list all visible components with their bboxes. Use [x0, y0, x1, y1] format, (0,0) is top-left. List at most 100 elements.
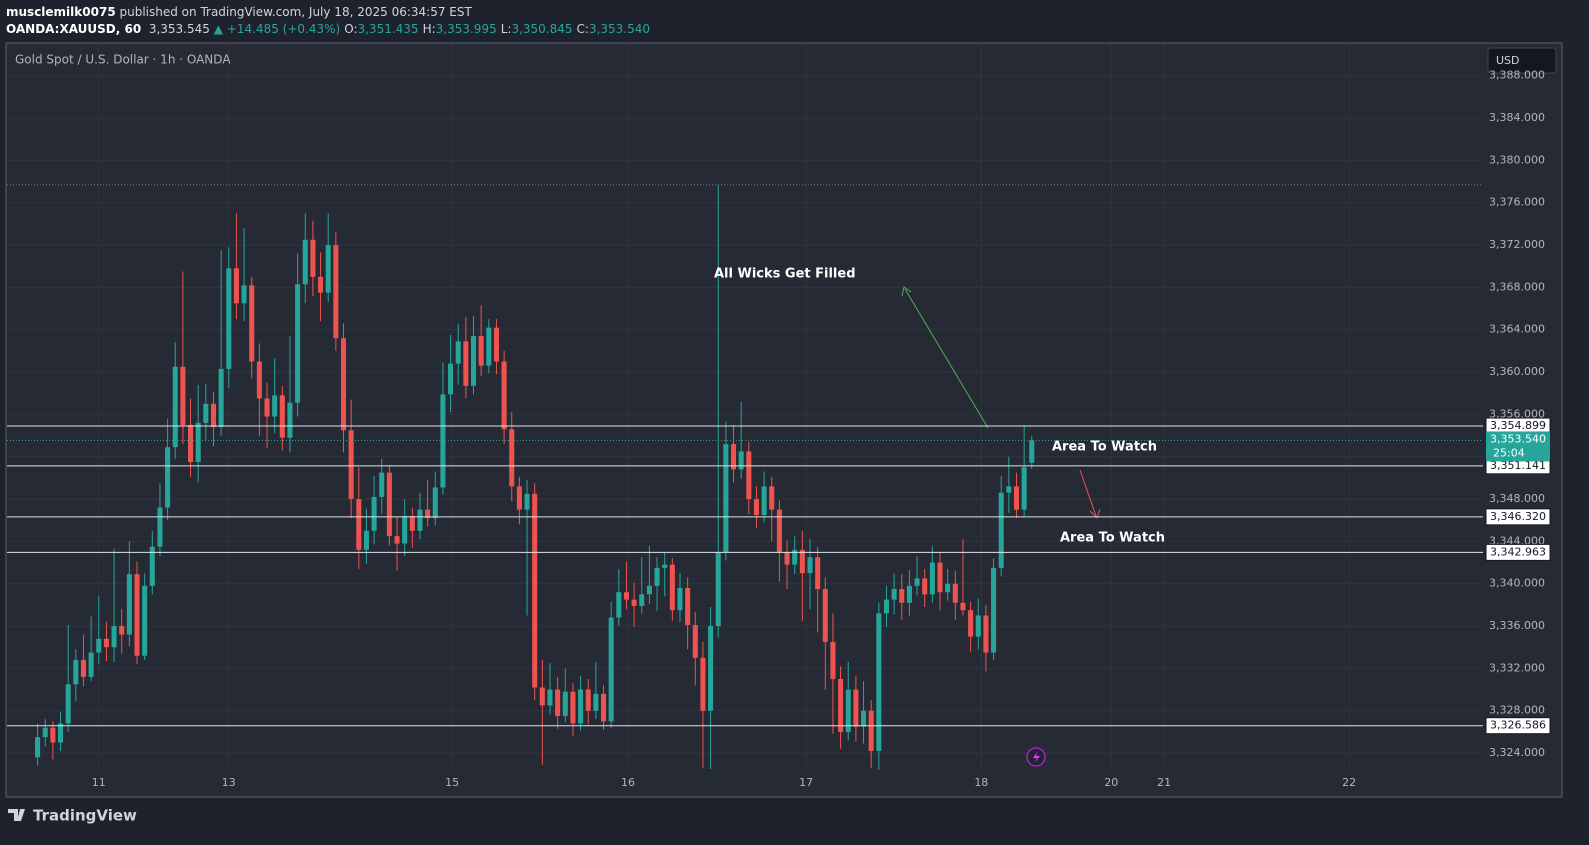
level-label: 3,346.320: [1490, 510, 1546, 523]
candle-body: [1029, 440, 1035, 463]
y-tick-label: 3,328.000: [1489, 704, 1545, 717]
annotation: Area To Watch: [1060, 531, 1165, 546]
candle-body: [861, 710, 867, 727]
candle-body: [478, 336, 484, 366]
candle-body: [233, 268, 239, 304]
currency[interactable]: USD: [1496, 54, 1520, 67]
arrow-up: [904, 288, 989, 429]
level-label-box: [1485, 543, 1551, 561]
x-tick-label: 11: [92, 776, 106, 789]
candle-body: [570, 691, 576, 724]
candle-body: [126, 574, 132, 635]
candle-body: [715, 551, 721, 627]
candle-body: [555, 689, 561, 717]
candle-body: [272, 395, 278, 417]
candle-body: [96, 638, 102, 653]
candle-body: [700, 657, 706, 711]
annotation: Area To Watch: [1052, 440, 1157, 455]
candle-body: [318, 276, 324, 293]
x-tick-label: 17: [799, 776, 813, 789]
candle-body: [853, 689, 859, 727]
candle-body: [363, 530, 369, 550]
level-label-box: [1485, 508, 1551, 526]
candle-body: [975, 615, 981, 637]
x-tick-label: 16: [621, 776, 635, 789]
candle-body: [409, 516, 415, 531]
candle-body: [769, 486, 775, 510]
candle-body: [180, 366, 186, 425]
candle-body: [88, 652, 94, 677]
y-tick-label: 3,348.000: [1489, 492, 1545, 505]
candle-body: [501, 361, 507, 430]
candle-body: [623, 592, 629, 600]
candle-body: [968, 610, 974, 637]
candle-body: [600, 693, 607, 722]
candle-body: [998, 492, 1004, 568]
currency-button[interactable]: [1487, 47, 1557, 74]
candle-body: [50, 727, 56, 743]
candle-body: [669, 564, 675, 611]
candle-body: [830, 641, 836, 679]
arrow-head: [1089, 508, 1101, 519]
candle-body: [524, 493, 530, 510]
header: musclemilk0075 published on TradingView.…: [6, 4, 650, 38]
ohlc: O:3,351.435 H:3,353.995 L:3,350.845 C:3,353…: [340, 22, 650, 36]
arrow-down: [1079, 469, 1097, 517]
change: +14.485 (+0.43%): [226, 22, 341, 36]
candle-body: [799, 549, 805, 574]
y-tick-label: 3,368.000: [1489, 280, 1545, 293]
candle-body: [937, 562, 943, 593]
candle-body: [65, 684, 71, 724]
chart-frame: [5, 42, 1563, 798]
ohlc-value: 3,353.540: [588, 22, 651, 36]
candle-body: [249, 285, 255, 362]
y-tick-label: 3,336.000: [1489, 619, 1545, 632]
symbol: OANDA:XAUUSD, 60: [6, 22, 142, 36]
candle-body: [899, 589, 905, 603]
candle-body: [922, 578, 928, 595]
y-tick-label: 3,324.000: [1489, 746, 1545, 759]
candle-body: [654, 567, 660, 586]
candle-body: [639, 594, 645, 606]
ohlc-key: L:: [500, 22, 512, 36]
candle-body: [264, 398, 270, 417]
level-label: 3,326.586: [1490, 719, 1546, 732]
candle-body: [42, 727, 48, 738]
ohlc-key: H:: [422, 22, 436, 36]
chart-title: Gold Spot / U.S. Dollar · 1h · OANDA: [15, 53, 231, 67]
quote-line: OANDA:XAUUSD, 60 3,353.545 ▲ +14.485 (+0…: [6, 21, 650, 38]
countdown: 25:04: [1493, 446, 1525, 459]
candle-body: [868, 710, 874, 751]
last: 3,353.545: [148, 22, 210, 36]
candle-body: [662, 564, 668, 568]
candle-body: [493, 327, 499, 362]
candle-body: [692, 625, 698, 658]
candle-body: [616, 592, 622, 618]
candle-body: [119, 626, 125, 635]
level-label: 3,342.963: [1490, 545, 1546, 558]
candle-body: [172, 366, 178, 448]
candle-body: [731, 444, 737, 470]
candle-body: [532, 493, 538, 688]
candle-body: [448, 363, 454, 395]
level-label: 3,354.899: [1490, 419, 1546, 432]
candle-body: [746, 451, 752, 500]
candle-body: [470, 336, 477, 386]
candle-body: [463, 341, 469, 386]
candle-body: [914, 578, 920, 586]
candle-body: [279, 395, 285, 438]
candle-body: [593, 693, 599, 711]
candle-body: [929, 562, 935, 595]
candle-body: [585, 689, 591, 711]
last-price-label: 3,353.540: [1490, 432, 1546, 445]
candle-body: [677, 587, 683, 611]
y-tick-label: 3,360.000: [1489, 365, 1545, 378]
y-tick-label: 3,380.000: [1489, 153, 1545, 166]
candle-body: [80, 659, 87, 677]
publisher: musclemilk0075: [6, 5, 116, 19]
candle-body: [325, 245, 331, 293]
published: published on TradingView.com, July 18, 2…: [119, 5, 472, 19]
candle-body: [165, 447, 171, 508]
candle-body: [203, 403, 209, 423]
